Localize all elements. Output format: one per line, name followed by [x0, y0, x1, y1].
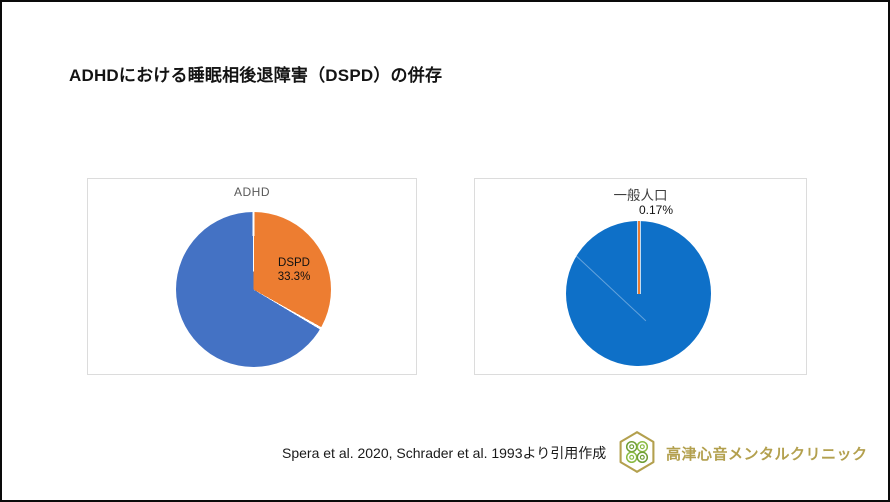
clinic-name-text: 高津心音メンタルクリニック [666, 446, 868, 463]
adhd-pie [176, 212, 331, 367]
adhd-chart-title: ADHD [233, 185, 270, 199]
adhd-dspd-slice-label-percent: 33.3% [277, 270, 311, 283]
general-dspd-percent-label: 0.17% [638, 203, 674, 217]
adhd-dspd-slice-label: DSPD 33.3% [263, 257, 325, 284]
adhd-dspd-slice-label-name: DSPD [278, 257, 310, 269]
general-population-chart-title: 一般人口 [613, 188, 668, 203]
pie-glare-artifact [575, 255, 647, 322]
page-title: ADHDにおける睡眠相後退障害（DSPD）の併存 [69, 66, 443, 85]
general-pie [566, 221, 711, 366]
general-pie-sliver [637, 221, 640, 294]
general-population-chart-panel: 一般人口 0.17% [474, 178, 807, 375]
adhd-chart-panel: ADHD DSPD 33.3% [87, 178, 417, 375]
clinic-logo-icon [619, 431, 655, 473]
citation-text: Spera et al. 2020, Schrader et al. 1993よ… [282, 445, 607, 461]
